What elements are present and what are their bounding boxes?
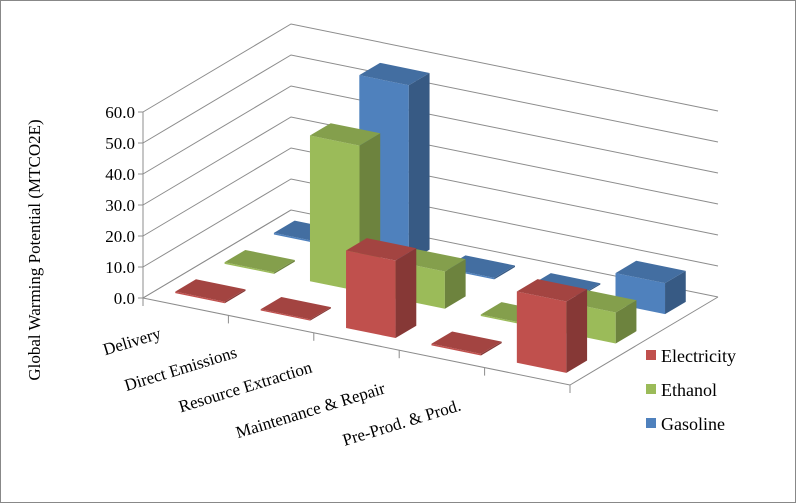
gridline bbox=[142, 147, 719, 237]
chart-bars bbox=[175, 62, 686, 373]
bar-front-face bbox=[224, 262, 275, 274]
bar-side-face bbox=[480, 341, 502, 356]
bar-front-face bbox=[431, 343, 481, 356]
gridline bbox=[142, 116, 719, 206]
y-tick-label: 20.0 bbox=[105, 227, 135, 246]
bar-side-face bbox=[665, 270, 686, 315]
gridline bbox=[142, 209, 719, 299]
bar-top-face bbox=[431, 331, 502, 354]
y-axis-ticks: 0.0 10.0 20.0 30.0 40.0 50.0 60.0 bbox=[105, 103, 135, 308]
y-tick-label: 40.0 bbox=[105, 165, 135, 184]
bar-ethanol bbox=[224, 249, 295, 274]
y-tick-label: 10.0 bbox=[105, 258, 135, 277]
bar-top-face bbox=[516, 279, 588, 302]
bar-top-face bbox=[346, 238, 417, 261]
legend-swatch-electricity bbox=[646, 350, 656, 360]
bar-side-face bbox=[494, 265, 515, 280]
bar-electricity bbox=[516, 279, 588, 373]
gridline bbox=[142, 85, 719, 175]
legend-swatch-gasoline bbox=[646, 418, 656, 428]
bar-top-face bbox=[175, 279, 246, 302]
bar-electricity bbox=[260, 296, 331, 321]
bar-top-face bbox=[309, 123, 381, 146]
gridline bbox=[142, 178, 719, 268]
bar-side-face bbox=[224, 289, 246, 304]
legend-label: Ethanol bbox=[661, 380, 717, 400]
bar-top-face bbox=[224, 249, 295, 273]
bar-electricity bbox=[431, 331, 502, 356]
chart-walls bbox=[138, 23, 719, 393]
y-tick-label: 50.0 bbox=[105, 134, 135, 153]
bar-front-face bbox=[260, 309, 311, 321]
bar-side-face bbox=[615, 300, 637, 344]
bar-top-face bbox=[615, 260, 686, 284]
y-tick-label: 60.0 bbox=[105, 103, 135, 122]
legend-swatch-ethanol bbox=[646, 384, 656, 394]
bar-front-face bbox=[346, 250, 396, 339]
bar-side-face bbox=[444, 259, 466, 309]
bar-side-face bbox=[395, 248, 417, 339]
bar-side-face bbox=[408, 72, 430, 262]
bar-electricity bbox=[346, 238, 417, 339]
gridline bbox=[142, 23, 719, 113]
gridline bbox=[142, 54, 719, 144]
legend-label: Electricity bbox=[661, 346, 736, 366]
bar-side-face bbox=[566, 289, 588, 373]
bar-front-face bbox=[516, 291, 567, 373]
legend-label: Gasoline bbox=[661, 414, 725, 434]
bar-side-face bbox=[274, 260, 295, 274]
y-tick-label: 0.0 bbox=[114, 289, 135, 308]
bar-front-face bbox=[175, 291, 225, 304]
legend: Electricity Ethanol Gasoline bbox=[646, 346, 736, 434]
bar-top-face bbox=[359, 62, 430, 86]
y-tick-label: 30.0 bbox=[105, 196, 135, 215]
y-axis-title: Global Warming Potential (MTCO2E) bbox=[25, 119, 44, 380]
bar-top-face bbox=[260, 296, 331, 320]
bar-electricity bbox=[175, 279, 246, 304]
bar-side-face bbox=[310, 307, 331, 321]
